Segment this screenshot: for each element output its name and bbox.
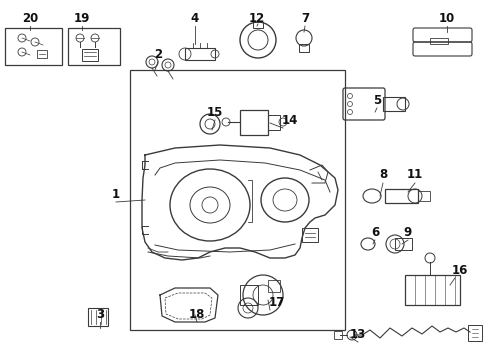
Bar [68, 28, 120, 65]
Text: 8: 8 [378, 168, 386, 181]
Text: 4: 4 [190, 12, 199, 24]
Bar [384, 189, 417, 203]
Text: 17: 17 [268, 296, 285, 309]
Text: 6: 6 [370, 225, 378, 238]
Text: 19: 19 [74, 12, 90, 24]
Bar [267, 280, 280, 292]
Bar [267, 115, 280, 130]
Bar [394, 238, 411, 250]
Bar [88, 308, 108, 326]
Bar [240, 110, 267, 135]
Text: 15: 15 [206, 105, 223, 118]
Bar [417, 191, 429, 201]
Bar [298, 44, 308, 52]
Text: 18: 18 [188, 309, 205, 321]
Text: 13: 13 [349, 328, 366, 342]
Text: 9: 9 [403, 225, 411, 238]
Bar [302, 228, 317, 242]
Bar [82, 49, 98, 61]
Bar [5, 28, 62, 65]
Bar [130, 70, 345, 330]
Text: 16: 16 [451, 264, 467, 276]
Text: 10: 10 [438, 12, 454, 24]
Bar [184, 48, 215, 60]
Bar [429, 38, 447, 44]
Bar [467, 325, 481, 341]
Bar [333, 331, 341, 339]
Bar [404, 275, 459, 305]
Bar [37, 50, 47, 58]
Text: 2: 2 [154, 49, 162, 62]
Text: 11: 11 [406, 168, 422, 181]
Text: 1: 1 [112, 189, 120, 202]
Text: 12: 12 [248, 12, 264, 24]
Text: 7: 7 [300, 12, 308, 24]
Bar [382, 97, 404, 111]
Text: 5: 5 [372, 94, 380, 107]
Text: 14: 14 [281, 113, 298, 126]
Text: 3: 3 [96, 309, 104, 321]
Text: 20: 20 [22, 12, 38, 24]
Bar [240, 285, 258, 305]
Bar [252, 22, 263, 28]
